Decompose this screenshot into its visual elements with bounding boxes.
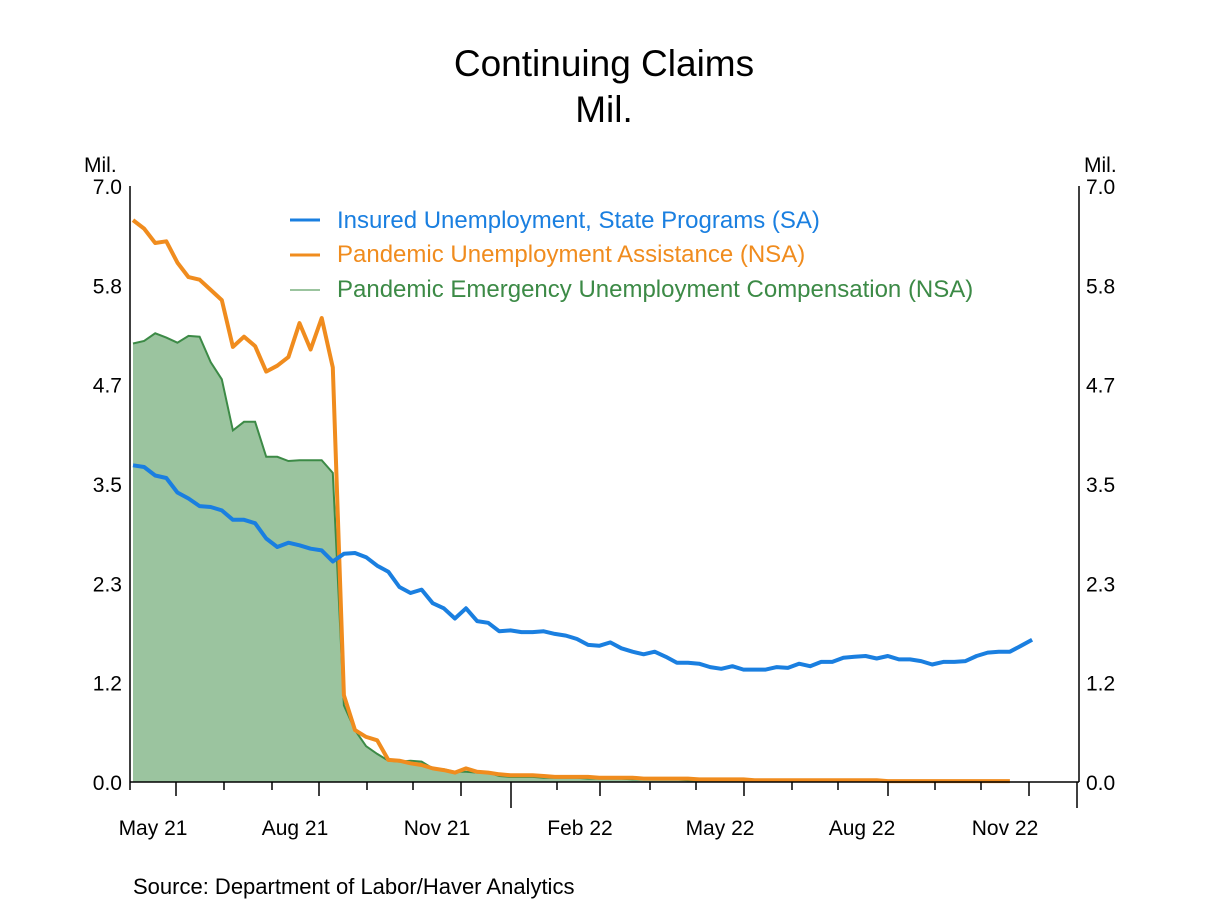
y-tick-label-right: 7.0: [1086, 176, 1115, 199]
x-tick-label: May 21: [119, 817, 188, 840]
y-tick-label-left: 3.5: [93, 474, 122, 497]
y-tick-label-right: 2.3: [1086, 573, 1115, 596]
y-tick-label-right: 3.5: [1086, 474, 1115, 497]
axes: Mil. Mil. 0.0 0.0 1.2 1.2 2.3 2.3 3.5 3.5 4.7 4.7…: [84, 154, 1117, 840]
x-tick-label: Aug 22: [829, 817, 896, 840]
y-tick-label-left: 4.7: [93, 375, 122, 398]
y-tick-label-right: 0.0: [1086, 772, 1115, 795]
plot-area: [131, 218, 1034, 784]
series-line-insured: [132, 463, 1034, 672]
y-tick-label-left: 1.2: [93, 673, 122, 696]
legend-label-insured: Insured Unemployment, State Programs (SA…: [337, 207, 820, 234]
x-tick-label: Feb 22: [547, 817, 612, 840]
y-tick-label-right: 5.8: [1086, 275, 1115, 298]
y-tick-label-left: 2.3: [93, 573, 122, 596]
legend: Insured Unemployment, State Programs (SA…: [290, 207, 973, 303]
y-tick-label-right: 1.2: [1086, 673, 1115, 696]
chart-title: Continuing Claims: [453, 43, 755, 84]
legend-label-peuc: Pandemic Emergency Unemployment Compensa…: [337, 276, 973, 303]
series-line-pua: [131, 218, 1010, 784]
left-axis-unit-label: Mil.: [84, 154, 117, 177]
x-tick-label: Nov 21: [404, 817, 471, 840]
y-tick-label-right: 4.7: [1086, 375, 1115, 398]
y-tick-label-left: 7.0: [93, 176, 122, 199]
right-axis-unit-label: Mil.: [1084, 154, 1117, 177]
y-tick-label-left: 0.0: [93, 772, 122, 795]
x-tick-label: Aug 21: [262, 817, 329, 840]
legend-label-pua: Pandemic Unemployment Assistance (NSA): [337, 241, 805, 268]
y-tick-label-left: 5.8: [93, 275, 122, 298]
series-area-peuc: [133, 333, 788, 782]
source-note: Source: Department of Labor/Haver Analyt…: [133, 874, 575, 899]
x-tick-label: May 22: [686, 817, 755, 840]
chart-subtitle: Mil.: [575, 89, 633, 130]
x-tick-label: Nov 22: [972, 817, 1039, 840]
